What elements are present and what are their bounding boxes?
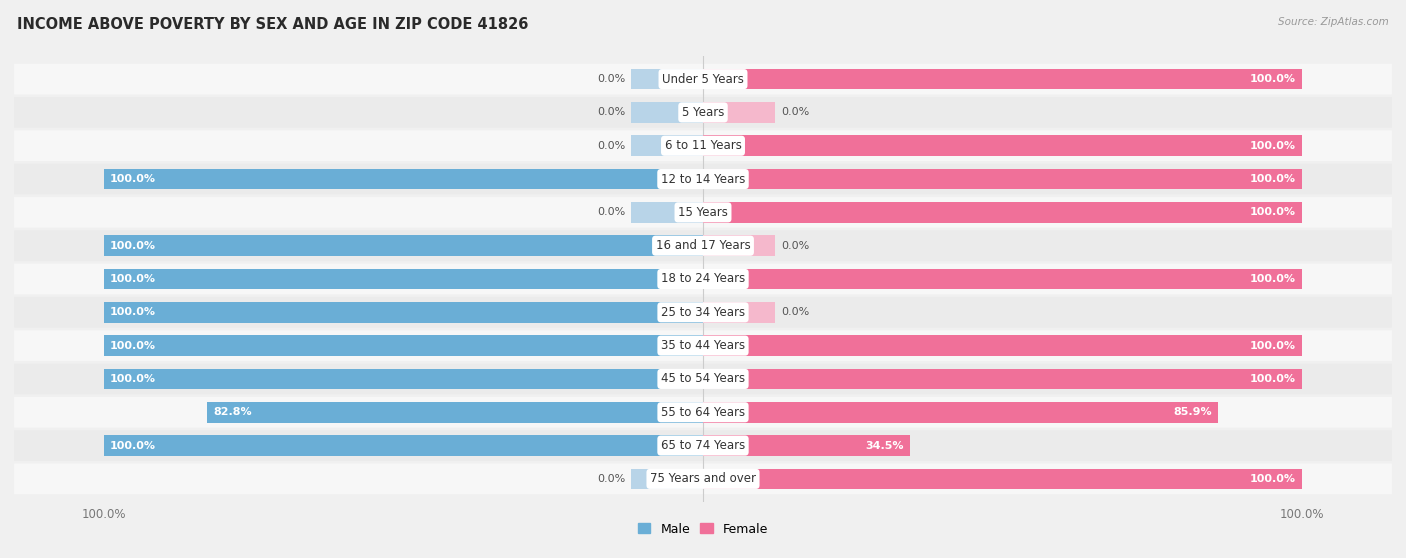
Bar — [703, 102, 775, 123]
Text: 100.0%: 100.0% — [1250, 474, 1296, 484]
Bar — [703, 268, 1302, 290]
Text: 75 Years and over: 75 Years and over — [650, 473, 756, 485]
Bar — [104, 335, 703, 356]
Bar — [631, 202, 703, 223]
Bar — [104, 268, 703, 290]
Bar — [631, 469, 703, 489]
Legend: Male, Female: Male, Female — [633, 518, 773, 541]
Text: 100.0%: 100.0% — [110, 374, 156, 384]
Text: 100.0%: 100.0% — [1250, 74, 1296, 84]
Text: 0.0%: 0.0% — [598, 74, 626, 84]
Text: 100.0%: 100.0% — [1250, 208, 1296, 218]
FancyBboxPatch shape — [14, 97, 1392, 128]
Bar — [104, 169, 703, 189]
Text: 5 Years: 5 Years — [682, 106, 724, 119]
FancyBboxPatch shape — [14, 64, 1392, 94]
Bar — [207, 402, 703, 422]
FancyBboxPatch shape — [14, 264, 1392, 294]
Text: 85.9%: 85.9% — [1173, 407, 1212, 417]
FancyBboxPatch shape — [14, 197, 1392, 228]
Text: 0.0%: 0.0% — [598, 108, 626, 117]
FancyBboxPatch shape — [14, 163, 1392, 194]
Bar — [703, 369, 1302, 389]
Text: 100.0%: 100.0% — [1250, 340, 1296, 350]
Bar — [703, 69, 1302, 89]
Text: 0.0%: 0.0% — [780, 108, 808, 117]
FancyBboxPatch shape — [14, 230, 1392, 261]
Bar — [703, 335, 1302, 356]
Text: 100.0%: 100.0% — [1250, 374, 1296, 384]
Text: 0.0%: 0.0% — [598, 474, 626, 484]
Text: 100.0%: 100.0% — [110, 307, 156, 318]
Text: 12 to 14 Years: 12 to 14 Years — [661, 172, 745, 186]
FancyBboxPatch shape — [14, 464, 1392, 494]
Bar — [703, 136, 1302, 156]
Text: 100.0%: 100.0% — [1250, 141, 1296, 151]
Text: 100.0%: 100.0% — [1250, 274, 1296, 284]
Text: 55 to 64 Years: 55 to 64 Years — [661, 406, 745, 418]
Bar — [703, 402, 1218, 422]
Text: 82.8%: 82.8% — [212, 407, 252, 417]
Text: Under 5 Years: Under 5 Years — [662, 73, 744, 85]
Text: 0.0%: 0.0% — [780, 307, 808, 318]
Text: 25 to 34 Years: 25 to 34 Years — [661, 306, 745, 319]
Bar — [703, 202, 1302, 223]
Bar — [703, 435, 910, 456]
Text: 45 to 54 Years: 45 to 54 Years — [661, 372, 745, 386]
FancyBboxPatch shape — [14, 330, 1392, 361]
Text: 100.0%: 100.0% — [110, 340, 156, 350]
Bar — [703, 235, 775, 256]
Bar — [703, 302, 775, 323]
Bar — [104, 302, 703, 323]
Text: 0.0%: 0.0% — [598, 141, 626, 151]
Text: 100.0%: 100.0% — [110, 274, 156, 284]
Bar — [631, 136, 703, 156]
Text: Source: ZipAtlas.com: Source: ZipAtlas.com — [1278, 17, 1389, 27]
Bar — [703, 469, 1302, 489]
FancyBboxPatch shape — [14, 131, 1392, 161]
Text: 16 and 17 Years: 16 and 17 Years — [655, 239, 751, 252]
Bar — [104, 235, 703, 256]
Text: 18 to 24 Years: 18 to 24 Years — [661, 272, 745, 286]
FancyBboxPatch shape — [14, 364, 1392, 395]
Bar — [631, 69, 703, 89]
Bar — [703, 169, 1302, 189]
Text: 6 to 11 Years: 6 to 11 Years — [665, 140, 741, 152]
Text: 100.0%: 100.0% — [1250, 174, 1296, 184]
Bar — [104, 435, 703, 456]
Text: 35 to 44 Years: 35 to 44 Years — [661, 339, 745, 352]
Bar — [104, 369, 703, 389]
FancyBboxPatch shape — [14, 297, 1392, 328]
Text: 100.0%: 100.0% — [110, 441, 156, 450]
FancyBboxPatch shape — [14, 397, 1392, 427]
Text: 65 to 74 Years: 65 to 74 Years — [661, 439, 745, 452]
Text: 0.0%: 0.0% — [598, 208, 626, 218]
Text: 15 Years: 15 Years — [678, 206, 728, 219]
Text: INCOME ABOVE POVERTY BY SEX AND AGE IN ZIP CODE 41826: INCOME ABOVE POVERTY BY SEX AND AGE IN Z… — [17, 17, 529, 32]
Text: 100.0%: 100.0% — [110, 174, 156, 184]
Text: 100.0%: 100.0% — [110, 240, 156, 251]
FancyBboxPatch shape — [14, 430, 1392, 461]
Bar — [631, 102, 703, 123]
Text: 34.5%: 34.5% — [865, 441, 904, 450]
Text: 0.0%: 0.0% — [780, 240, 808, 251]
